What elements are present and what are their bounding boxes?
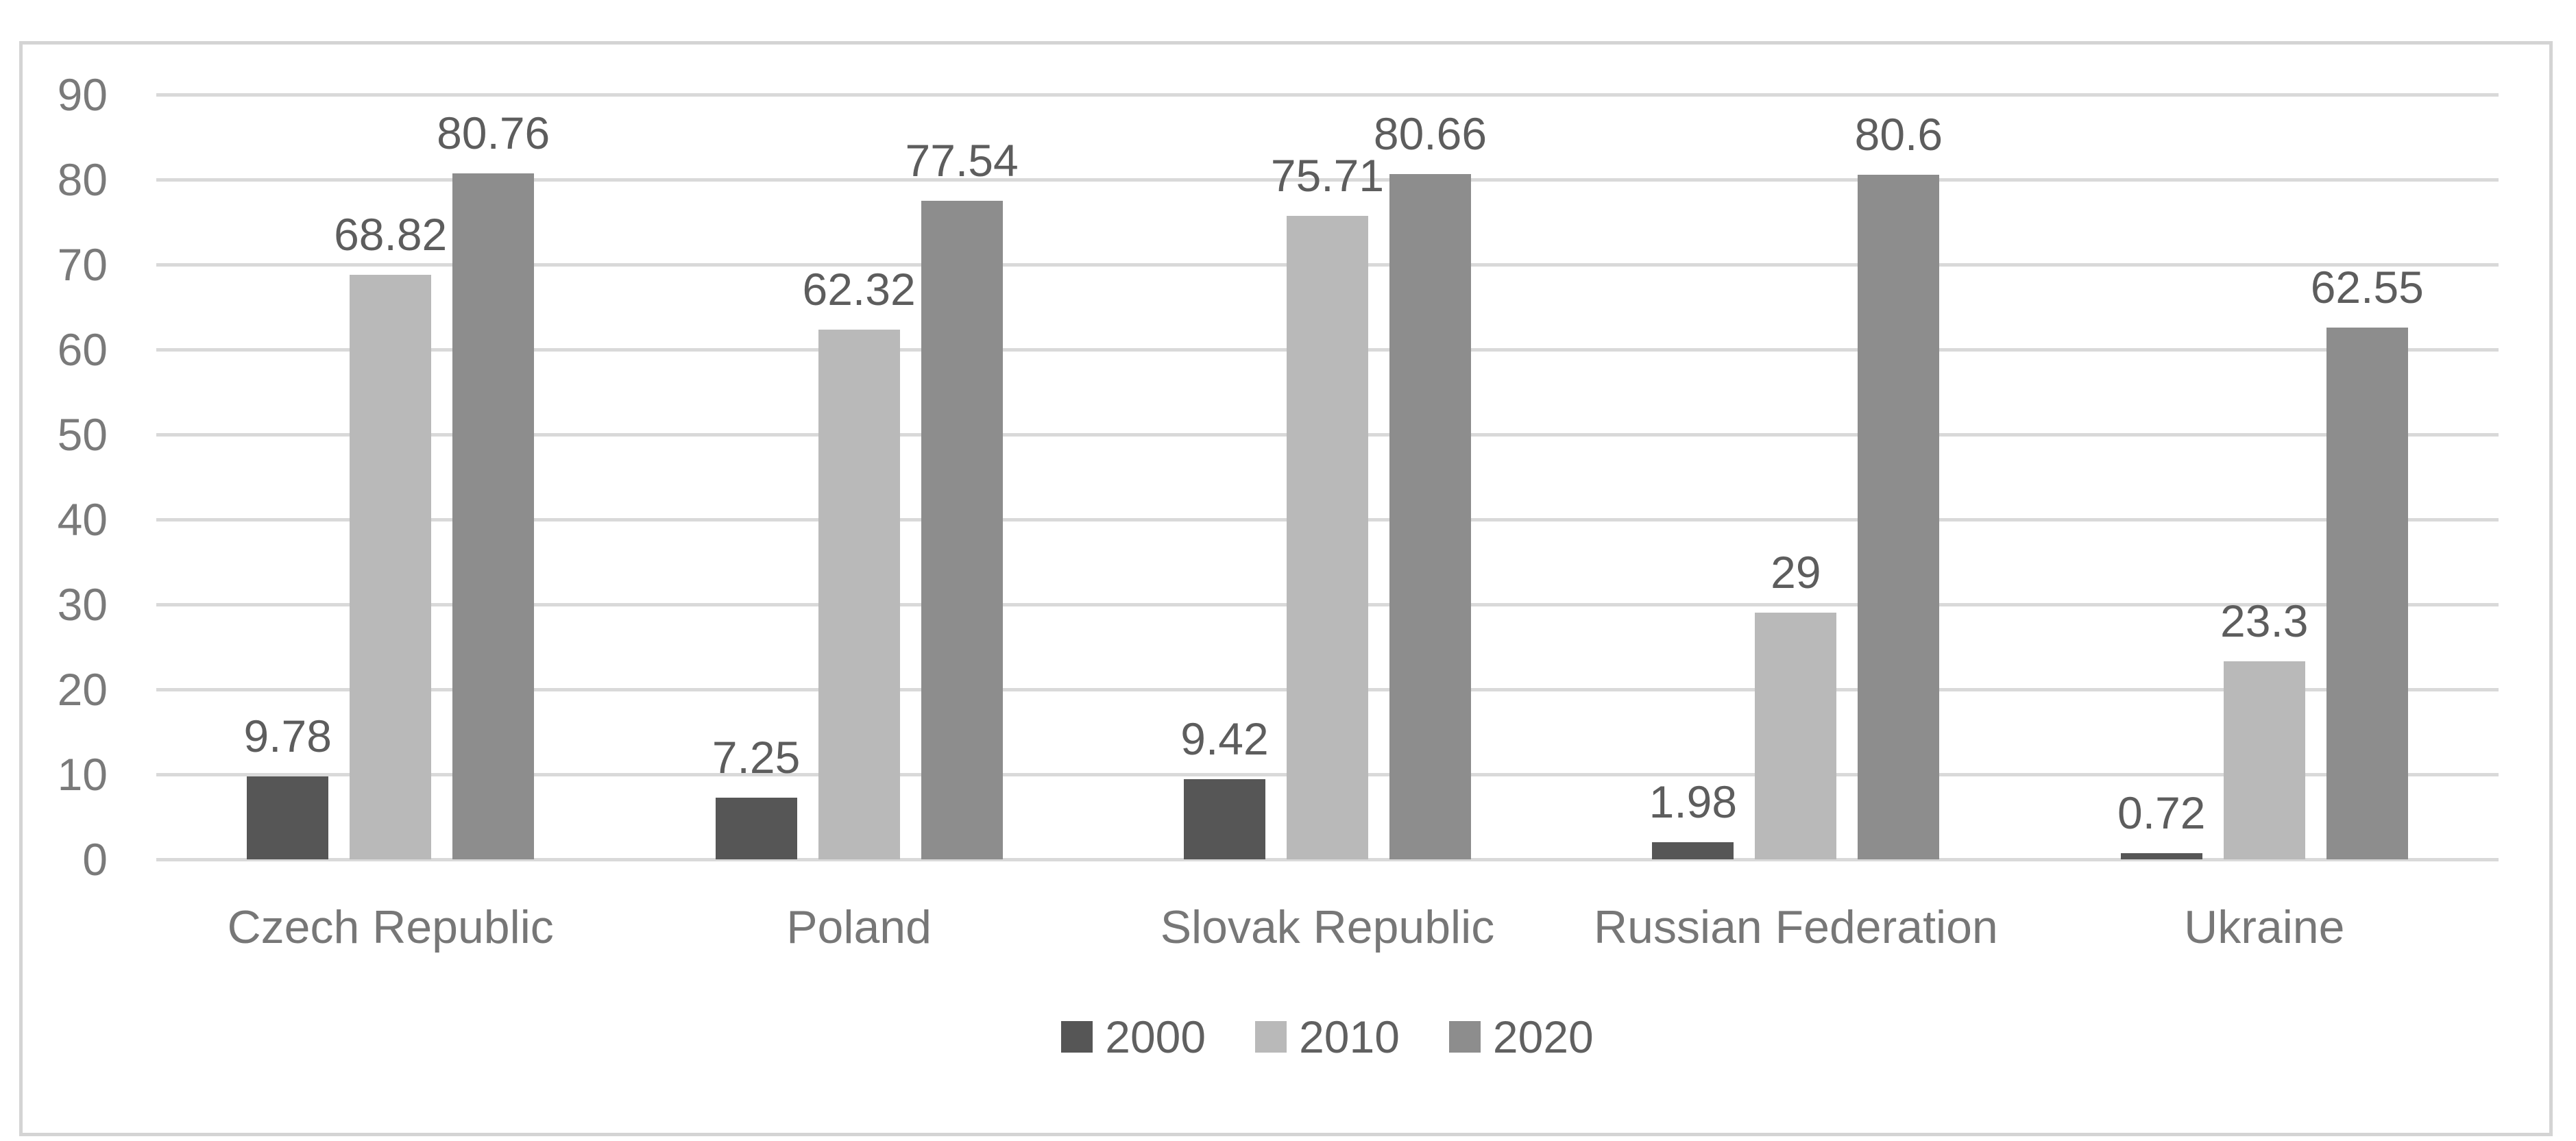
data-label-2000-slovak-republic: 9.42 [1180,713,1269,765]
bar-2010-russian-federation: 29 [1755,550,1837,859]
gridline-90 [156,93,2499,97]
data-label-2020-ukraine: 62.55 [2310,262,2424,313]
bar-group-czech-republic: 9.78 68.82 80.76 [156,95,624,859]
y-tick-label-50: 50 [57,409,108,460]
bar-2020-russian-federation: 80.6 [1855,112,1943,859]
x-category-label-russian-federation: Russian Federation [1594,901,1998,953]
bar-2010-ukraine: 23.3 [2220,598,2309,859]
bar-2000-poland: 7.25 [712,735,800,859]
data-label-2010-czech-republic: 68.82 [334,208,448,260]
y-tick-label-0: 0 [82,834,108,885]
bar-2000-russian-federation: 1.98 [1649,779,1737,859]
gridline-0 [156,858,2499,861]
data-label-2000-poland: 7.25 [712,732,801,783]
y-tick-label-60: 60 [57,324,108,375]
bar-2020-slovak-republic: 80.66 [1374,111,1487,859]
y-tick-label-10: 10 [57,749,108,800]
legend-item-2020: 2020 [1448,1011,1594,1062]
bar-2010-slovak-republic: 75.71 [1271,153,1384,859]
legend-swatch-2010 [1255,1021,1287,1053]
legend-label-2020: 2020 [1492,1011,1594,1062]
legend: 2000 2010 2020 [156,1014,2499,1059]
legend-label-2000: 2000 [1105,1011,1206,1062]
bar-group-slovak-republic: 9.42 75.71 80.66 [1093,95,1562,859]
bar-2000-czech-republic: 9.78 [243,713,332,859]
chart-frame [19,41,2553,1136]
bar-2010-czech-republic: 68.82 [334,212,447,859]
data-label-2000-ukraine: 0.72 [2117,787,2206,839]
legend-swatch-2000 [1061,1021,1093,1053]
data-label-2010-poland: 62.32 [802,264,916,315]
plot-area: 9.78 68.82 80.76 7.25 62.32 77.54 9.42 75.71 80.… [156,93,2499,861]
bar-2020-czech-republic: 80.76 [437,110,550,859]
x-category-label-czech-republic: Czech Republic [227,901,554,953]
legend-item-2010: 2010 [1255,1014,1400,1059]
bar-group-russian-federation: 1.98 29 80.6 [1562,95,2030,859]
data-label-2010-slovak-republic: 75.71 [1270,150,1385,201]
y-tick-label-90: 90 [57,69,108,120]
y-tick-label-80: 80 [57,154,108,205]
y-tick-label-30: 30 [57,579,108,630]
legend-item-2000: 2000 [1061,1014,1206,1059]
legend-label-2010: 2010 [1299,1011,1400,1062]
data-label-2020-slovak-republic: 80.66 [1373,108,1487,159]
bar-2000-ukraine: 0.72 [2117,790,2206,859]
x-category-label-ukraine: Ukraine [2184,901,2345,953]
y-tick-label-20: 20 [57,664,108,715]
data-label-2000-russian-federation: 1.98 [1649,776,1738,828]
bar-2010-poland: 62.32 [802,267,916,859]
data-label-2010-ukraine: 23.3 [2220,596,2309,647]
x-category-label-slovak-republic: Slovak Republic [1160,901,1495,953]
data-label-2020-poland: 77.54 [905,134,1019,186]
y-tick-label-70: 70 [57,239,108,290]
legend-swatch-2020 [1448,1021,1481,1053]
y-tick-label-40: 40 [57,494,108,545]
data-label-2000-czech-republic: 9.78 [243,710,332,761]
bar-group-poland: 7.25 62.32 77.54 [624,95,1093,859]
data-label-2010-russian-federation: 29 [1771,547,1821,598]
gridline-80 [156,178,2499,182]
bar-2020-ukraine: 62.55 [2311,265,2424,859]
bar-2000-slovak-republic: 9.42 [1180,716,1269,859]
x-category-label-poland: Poland [786,901,932,953]
bar-2020-poland: 77.54 [905,138,1019,859]
data-label-2020-russian-federation: 80.6 [1854,108,1943,160]
bar-group-ukraine: 0.72 23.3 62.55 [2030,95,2499,859]
data-label-2020-czech-republic: 80.76 [437,107,550,158]
